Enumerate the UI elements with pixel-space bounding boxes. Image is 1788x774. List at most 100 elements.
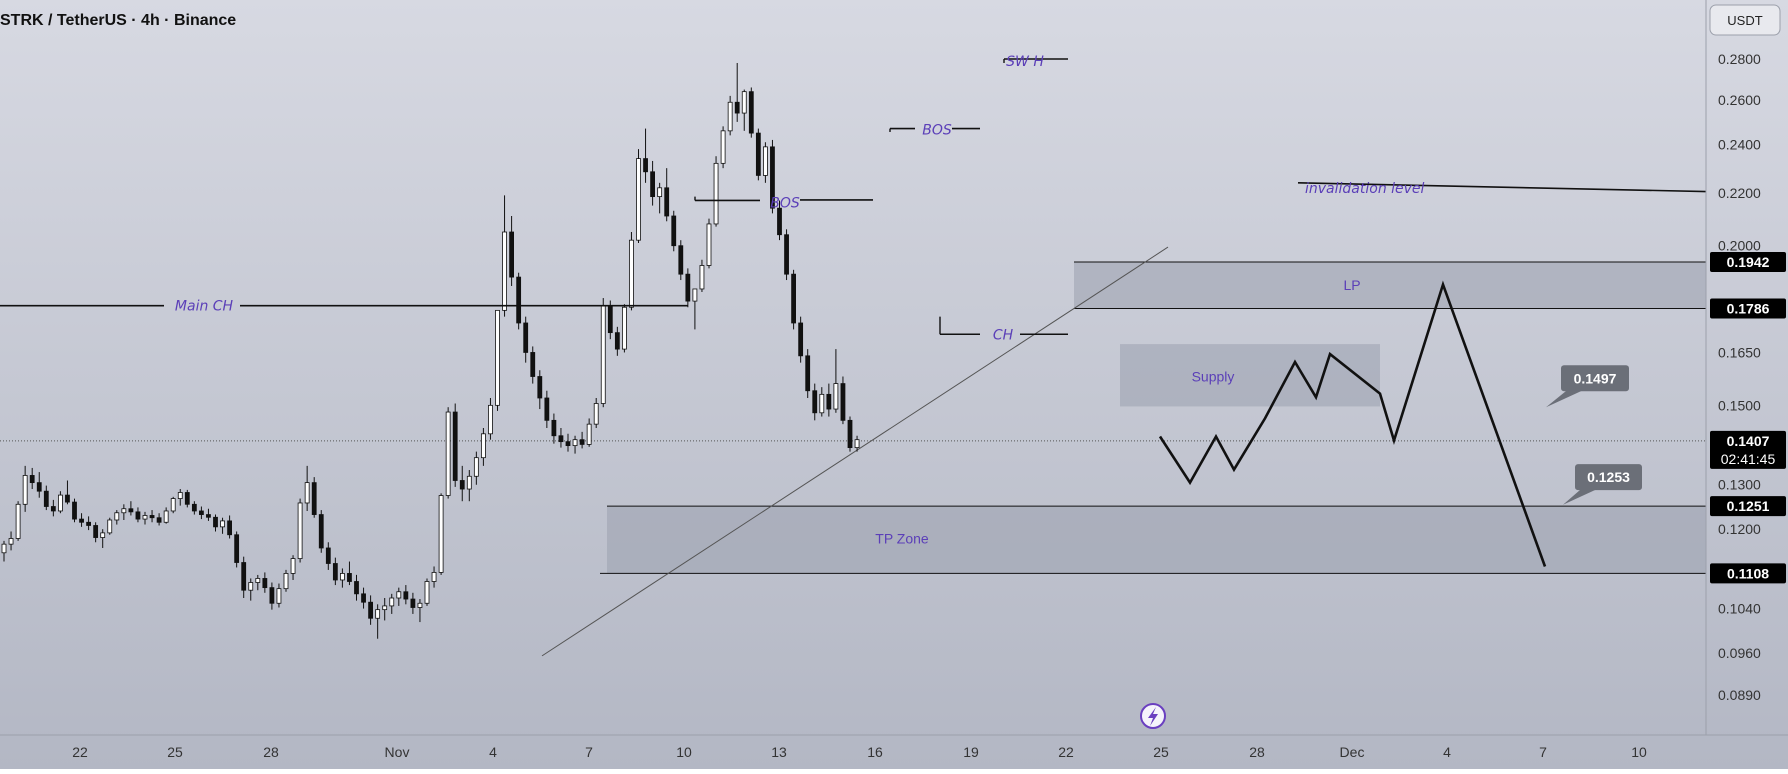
price-bubble-label: 0.1253 — [1587, 469, 1630, 485]
candle-body — [241, 562, 247, 591]
chart-title: STRK / TetherUS · 4h · Binance — [0, 12, 236, 29]
candle-body — [466, 475, 472, 490]
x-tick-label: 7 — [585, 744, 593, 760]
candle-body — [784, 234, 789, 275]
candle-body — [339, 573, 345, 581]
candle-body — [600, 305, 606, 404]
candle-body — [565, 441, 571, 447]
x-tick-label: 10 — [676, 744, 692, 760]
annotation-label: invalidation level — [1305, 181, 1425, 197]
y-tick-label: 0.2600 — [1718, 92, 1761, 108]
currency-button[interactable]: USDT — [1709, 4, 1781, 36]
time-axis[interactable]: 22 25 28 Nov 4 7 10 13 16 19 22 25 28 Dec 4 7 10 — [72, 744, 1647, 760]
price-tag[interactable] — [1710, 298, 1786, 319]
price-tag[interactable] — [1710, 430, 1786, 469]
candle-body — [213, 516, 218, 528]
candle-body — [791, 273, 796, 324]
price-bubble[interactable] — [1561, 365, 1629, 392]
candle-body — [537, 376, 543, 399]
candle-body — [502, 231, 507, 311]
price-tag[interactable] — [1710, 563, 1786, 584]
lightning-icon[interactable] — [1140, 703, 1166, 729]
candle-body — [156, 517, 162, 523]
x-tick-label: 19 — [963, 744, 979, 760]
candle-body — [198, 510, 204, 515]
zone-rect[interactable] — [1120, 344, 1380, 407]
annotation-label: LP — [1343, 277, 1360, 293]
candle-body — [572, 439, 578, 447]
candle-body — [375, 609, 381, 619]
candle-body — [325, 547, 331, 564]
candle-body — [854, 439, 860, 449]
candle-body — [734, 101, 740, 114]
trendline[interactable] — [541, 246, 1169, 657]
price-bubble[interactable] — [1575, 464, 1642, 491]
structure-line[interactable] — [1297, 182, 1707, 193]
y-tick-label: 0.1650 — [1718, 344, 1761, 360]
candle-body — [354, 581, 359, 595]
countdown-label: 02:41:45 — [1721, 451, 1776, 467]
price-tag[interactable] — [1710, 252, 1786, 273]
candle-body — [304, 482, 310, 504]
candle-body — [361, 593, 366, 603]
candle-body — [614, 332, 620, 350]
candle-body — [438, 495, 444, 573]
candle-body — [269, 587, 275, 604]
candle-body — [819, 393, 825, 414]
x-tick-label: 16 — [867, 744, 883, 760]
candle-body — [678, 245, 684, 275]
candle-body — [15, 503, 21, 539]
x-tick-label: 28 — [1249, 744, 1265, 760]
price-tag-label: 0.1407 — [1727, 433, 1770, 449]
candle-body — [607, 305, 613, 334]
candle-body — [220, 520, 225, 528]
projection-path[interactable] — [1158, 280, 1547, 567]
candle-body — [579, 439, 585, 445]
currency-label: USDT — [1727, 13, 1762, 28]
zone-rect[interactable] — [607, 506, 1706, 574]
candle-body — [488, 404, 493, 435]
candle-body — [58, 494, 63, 512]
candle-body — [473, 457, 479, 477]
candle-body — [480, 433, 486, 459]
plot-area[interactable]: SW H BOS BOS Main CH CH invalidation level LP S… — [0, 54, 1707, 657]
candle-body — [191, 503, 197, 512]
candle-body — [65, 494, 70, 503]
price-tag-label: 0.1108 — [1727, 565, 1769, 581]
candle-body — [544, 397, 550, 421]
annotation-label: CH — [993, 327, 1014, 343]
price-bubble-pointer — [1546, 390, 1583, 408]
y-tick-label: 0.1300 — [1718, 477, 1761, 493]
x-tick-label: 4 — [1443, 744, 1451, 760]
x-tick-label: Dec — [1340, 744, 1365, 760]
candle-body — [170, 498, 176, 512]
annotation-label: BOS — [770, 195, 800, 211]
candle-body — [826, 393, 832, 410]
x-tick-label: 7 — [1539, 744, 1547, 760]
price-tag[interactable] — [1710, 496, 1786, 517]
candle-body — [43, 490, 49, 507]
candle-body — [121, 508, 127, 514]
candle-body — [777, 207, 782, 236]
price-tag-label: 0.1251 — [1727, 498, 1770, 514]
candle-body — [177, 492, 183, 499]
price-axis[interactable]: 0.2800 0.2600 0.2400 0.2200 0.2000 0.1650 0.15… — [1710, 51, 1786, 703]
candle-body — [36, 482, 42, 492]
annotation-label: Main CH — [175, 299, 234, 315]
y-tick-label: 0.1040 — [1718, 601, 1761, 617]
candle-body — [227, 520, 233, 536]
candle-body — [551, 419, 557, 437]
candle-body — [763, 146, 768, 176]
x-tick-label: 25 — [167, 744, 183, 760]
candle-body — [248, 582, 254, 591]
candle-body — [459, 480, 465, 490]
candle-body — [142, 515, 148, 520]
candle-body — [516, 276, 522, 324]
candle-body — [297, 502, 303, 560]
candle-body — [593, 403, 599, 425]
candle-body — [234, 534, 240, 563]
zone-rect[interactable] — [1074, 262, 1706, 309]
